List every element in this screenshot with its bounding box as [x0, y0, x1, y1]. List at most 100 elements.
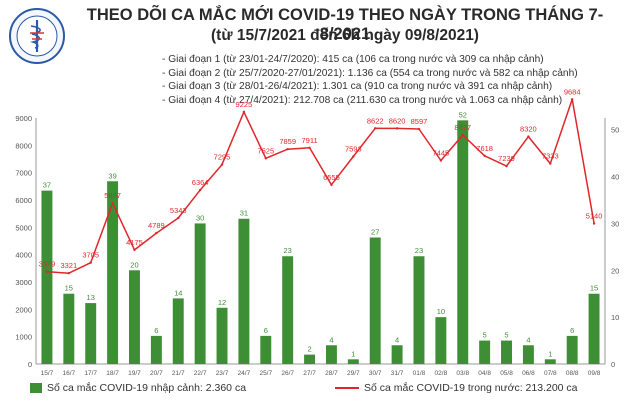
chart-subtitle: (từ 15/7/2021 đến 6h ngày 09/8/2021)	[211, 27, 479, 44]
imported-case-bar	[588, 293, 600, 364]
legend-line-label: Số ca mắc COVID-19 trong nước: 213.200 c…	[364, 382, 578, 394]
imported-case-bar	[391, 345, 403, 364]
domestic-case-point	[461, 133, 464, 137]
y-right-tick-label: 20	[611, 266, 619, 275]
bar-value-label: 13	[87, 293, 95, 302]
phase-summary: - Giai đoạn 1 (từ 23/01-24/7/2020): 415 …	[162, 53, 622, 107]
bar-value-label: 2	[307, 345, 311, 354]
line-value-label: 7593	[345, 144, 362, 153]
line-value-label: 8620	[389, 116, 406, 125]
y-left-tick-label: 6000	[15, 196, 32, 205]
bar-value-label: 23	[415, 246, 423, 255]
imported-case-bar	[85, 303, 97, 364]
y-right-tick-label: 50	[611, 126, 619, 135]
bar-value-label: 20	[130, 260, 138, 269]
legend-line: Số ca mắc COVID-19 trong nước: 213.200 c…	[335, 380, 578, 396]
bar-value-label: 27	[371, 227, 379, 236]
domestic-case-point	[220, 163, 224, 166]
bar-value-label: 1	[548, 349, 552, 358]
x-tick-label: 31/7	[391, 370, 404, 377]
x-tick-label: 28/7	[325, 370, 338, 377]
x-tick-label: 29/7	[347, 370, 360, 377]
y-left-tick-label: 3000	[15, 278, 32, 287]
imported-case-bar	[566, 335, 578, 364]
line-value-label: 9684	[564, 87, 581, 96]
ministry-of-health-logo	[9, 8, 65, 64]
bar-value-label: 31	[240, 209, 248, 218]
line-value-label: 3705	[82, 251, 99, 260]
legend-line-swatch	[335, 387, 359, 389]
line-value-label: 7618	[476, 144, 493, 153]
imported-case-bar	[238, 218, 250, 364]
x-tick-label: 15/7	[41, 370, 54, 377]
domestic-case-point	[483, 154, 486, 157]
line-value-label: 7911	[301, 136, 317, 145]
domestic-case-point	[592, 222, 596, 225]
bar-value-label: 4	[329, 335, 333, 344]
x-tick-label: 01/8	[413, 370, 426, 377]
line-value-label: 7239	[498, 154, 515, 163]
domestic-case-point	[264, 157, 267, 160]
domestic-case-point	[155, 231, 158, 235]
x-tick-label: 06/8	[522, 370, 535, 377]
line-value-label: 7295	[214, 153, 231, 162]
x-tick-label: 26/7	[281, 370, 294, 377]
domestic-case-point	[505, 164, 508, 168]
bar-value-label: 1	[351, 349, 355, 358]
x-tick-label: 24/7	[238, 370, 251, 377]
y-left-tick-label: 9000	[15, 114, 32, 123]
imported-case-bar	[194, 223, 206, 364]
bar-value-label: 15	[590, 284, 598, 293]
domestic-case-point	[242, 110, 246, 114]
line-value-label: 7525	[257, 146, 274, 155]
y-left-tick-label: 0	[28, 360, 32, 369]
x-tick-label: 21/7	[172, 370, 185, 377]
bar-value-label: 5	[504, 331, 508, 340]
bar-value-label: 15	[65, 284, 73, 293]
legend-bar: Số ca mắc COVID-19 nhập cảnh: 2.360 ca	[30, 380, 246, 396]
imported-case-bar	[260, 335, 272, 364]
bar-value-label: 23	[284, 246, 292, 255]
y-left-tick-label: 5000	[15, 223, 32, 232]
imported-case-bar	[369, 237, 381, 364]
line-value-label: 3321	[60, 261, 77, 270]
x-tick-label: 17/7	[84, 370, 97, 377]
domestic-case-point	[198, 188, 202, 192]
bar-value-label: 5	[483, 331, 487, 340]
domestic-case-point	[133, 248, 136, 252]
domestic-case-point	[417, 127, 421, 131]
domestic-case-point	[45, 270, 49, 273]
bar-value-label: 6	[570, 326, 574, 335]
imported-case-bar	[501, 340, 512, 364]
legend-bar-swatch	[30, 383, 42, 393]
line-value-label: 6364	[192, 178, 209, 187]
imported-case-bar	[435, 317, 447, 364]
phase-2-text: - Giai đoạn 2 (từ 25/7/2020-27/01/2021):…	[162, 67, 578, 79]
x-tick-label: 02/8	[435, 370, 448, 377]
line-value-label: 8622	[367, 116, 384, 125]
imported-case-bar	[172, 298, 184, 364]
x-tick-label: 30/7	[369, 370, 382, 377]
y-right-tick-label: 0	[611, 360, 615, 369]
imported-case-bar	[129, 270, 140, 364]
line-value-label: 7445	[433, 149, 450, 158]
domestic-case-point	[330, 183, 333, 187]
imported-case-bar	[413, 256, 425, 364]
domestic-case-point	[439, 159, 443, 162]
imported-case-bar	[457, 120, 469, 364]
x-tick-label: 09/8	[588, 370, 601, 377]
domestic-case-point	[352, 155, 355, 158]
domestic-case-point	[89, 261, 92, 264]
legend-bar-label: Số ca mắc COVID-19 nhập cảnh: 2.360 ca	[47, 382, 247, 394]
bar-value-label: 14	[174, 288, 182, 297]
domestic-case-point	[67, 272, 71, 275]
x-tick-label: 08/8	[566, 370, 579, 377]
imported-case-bar	[304, 354, 316, 364]
phase-1-text: - Giai đoạn 1 (từ 23/01-24/7/2020): 415 …	[162, 54, 544, 65]
x-tick-label: 18/7	[106, 370, 119, 377]
imported-case-bar	[479, 340, 491, 364]
line-value-label: 5343	[170, 206, 187, 215]
imported-case-bar	[216, 307, 228, 364]
domestic-case-point	[570, 98, 574, 101]
line-value-label: 5887	[104, 191, 121, 200]
